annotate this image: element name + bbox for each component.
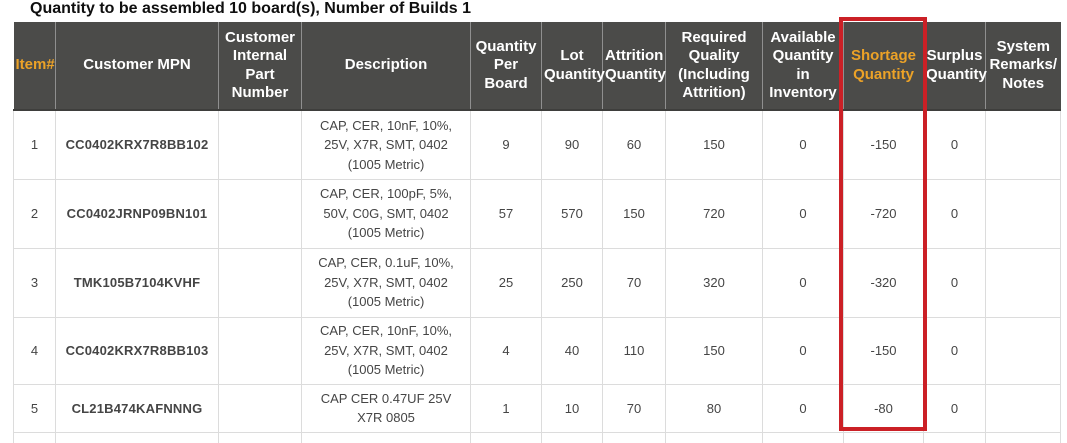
cell-internal-part-number — [218, 383, 302, 433]
cell-surplus-quantity: 0 — [923, 109, 986, 180]
table-row: 1 CC0402KRX7R8BB102 CAP, CER, 10nF, 10%,… — [13, 109, 1061, 180]
cell-available-quantity: 0 — [762, 316, 844, 385]
col-header-description: Description — [301, 22, 471, 111]
bom-table-body: 1 CC0402KRX7R8BB102 CAP, CER, 10nF, 10%,… — [13, 109, 1061, 443]
cell-attrition-quantity: 70 — [602, 383, 666, 433]
cell-system-remarks — [985, 383, 1061, 433]
cell-available-quantity: 0 — [762, 109, 844, 180]
cell-surplus-quantity: 0 — [923, 247, 986, 318]
cell-item: 4 — [13, 316, 56, 385]
cell-surplus-quantity: 0 — [923, 178, 986, 249]
cell-description: CAP, CER, 10nF, 10%, 25V, X7R, SMT, 0402… — [301, 316, 471, 385]
cell-attrition-quantity: 60 — [602, 109, 666, 180]
table-row: 2 CC0402JRNP09BN101 CAP, CER, 100pF, 5%,… — [13, 178, 1061, 249]
cell-required-quality: 720 — [665, 178, 763, 249]
col-header-qty-per-board: Quantity Per Board — [470, 22, 542, 111]
col-header-surplus-quantity: Surplus Quantity — [923, 22, 987, 111]
col-header-system-remarks: System Remarks/ Notes — [985, 22, 1061, 111]
cell-available-quantity: 0 — [762, 247, 844, 318]
bom-table-wrap: Item# Customer MPN Customer Internal Par… — [13, 22, 1061, 443]
cell-item: 2 — [13, 178, 56, 249]
cell-lot-quantity: 250 — [541, 247, 603, 318]
cell-internal-part-number — [218, 247, 302, 318]
cell-lot-quantity: 10 — [541, 383, 603, 433]
cell-shortage-quantity: -150 — [843, 109, 924, 180]
col-header-required-quality: Required Quality (Including Attrition) — [665, 22, 763, 111]
cell-item: 3 — [13, 247, 56, 318]
cell-system-remarks — [985, 178, 1061, 249]
cell-attrition-quantity: 110 — [602, 316, 666, 385]
col-header-shortage-quantity: Shortage Quantity — [843, 22, 924, 111]
col-header-internal-part-number: Customer Internal Part Number — [218, 22, 302, 111]
col-header-lot-quantity: Lot Quantity — [541, 22, 605, 111]
cell-description: CAP, CER, 10nF, 10%, 25V, X7R, SMT, 0402… — [301, 109, 471, 180]
cell-required-quality: 150 — [665, 109, 763, 180]
table-row: 5 CL21B474KAFNNNG CAP CER 0.47UF 25V X7R… — [13, 383, 1061, 433]
col-header-attrition-quantity: Attrition Quantity — [602, 22, 666, 111]
cell-lot-quantity: 40 — [541, 316, 603, 385]
header-row: Item# Customer MPN Customer Internal Par… — [13, 22, 1061, 111]
cell-required-quality: 150 — [665, 316, 763, 385]
col-header-item: Item# — [13, 22, 56, 111]
cell-shortage-quantity: -150 — [843, 316, 924, 385]
cell-lot-quantity: 90 — [541, 109, 603, 180]
cell-internal-part-number — [218, 316, 302, 385]
cell-surplus-quantity: 0 — [923, 316, 986, 385]
cell-qty-per-board: 57 — [470, 178, 542, 249]
cell-shortage-quantity: -320 — [843, 247, 924, 318]
table-row-partial — [13, 431, 1061, 443]
cell-description: CAP, CER, 0.1uF, 10%, 25V, X7R, SMT, 040… — [301, 247, 471, 318]
cell-customer-mpn: CC0402KRX7R8BB103 — [55, 316, 219, 385]
cell-qty-per-board: 4 — [470, 316, 542, 385]
cell-attrition-quantity: 150 — [602, 178, 666, 249]
cell-required-quality: 80 — [665, 383, 763, 433]
cell-available-quantity: 0 — [762, 383, 844, 433]
bom-table: Item# Customer MPN Customer Internal Par… — [13, 22, 1061, 443]
cell-shortage-quantity: -720 — [843, 178, 924, 249]
table-row: 4 CC0402KRX7R8BB103 CAP, CER, 10nF, 10%,… — [13, 316, 1061, 385]
cell-internal-part-number — [218, 109, 302, 180]
cell-system-remarks — [985, 316, 1061, 385]
cell-description: CAP CER 0.47UF 25V X7R 0805 — [301, 383, 471, 433]
col-header-available-quantity: Available Quantity in Inventory — [762, 22, 844, 111]
cell-customer-mpn: CL21B474KAFNNNG — [55, 383, 219, 433]
cell-description: CAP, CER, 100pF, 5%, 50V, C0G, SMT, 0402… — [301, 178, 471, 249]
cell-required-quality: 320 — [665, 247, 763, 318]
table-row: 3 TMK105B7104KVHF CAP, CER, 0.1uF, 10%, … — [13, 247, 1061, 318]
bom-table-header: Item# Customer MPN Customer Internal Par… — [13, 22, 1061, 111]
cell-attrition-quantity: 70 — [602, 247, 666, 318]
page-title: Quantity to be assembled 10 board(s), Nu… — [30, 0, 471, 17]
cell-customer-mpn: CC0402KRX7R8BB102 — [55, 109, 219, 180]
cell-surplus-quantity: 0 — [923, 383, 986, 433]
cell-shortage-quantity: -80 — [843, 383, 924, 433]
cell-item: 1 — [13, 109, 56, 180]
cell-qty-per-board: 25 — [470, 247, 542, 318]
cell-customer-mpn: TMK105B7104KVHF — [55, 247, 219, 318]
cell-qty-per-board: 1 — [470, 383, 542, 433]
cell-available-quantity: 0 — [762, 178, 844, 249]
cell-system-remarks — [985, 247, 1061, 318]
cell-lot-quantity: 570 — [541, 178, 603, 249]
cell-qty-per-board: 9 — [470, 109, 542, 180]
col-header-customer-mpn: Customer MPN — [55, 22, 219, 111]
cell-item: 5 — [13, 383, 56, 433]
cell-system-remarks — [985, 109, 1061, 180]
cell-customer-mpn: CC0402JRNP09BN101 — [55, 178, 219, 249]
cell-internal-part-number — [218, 178, 302, 249]
